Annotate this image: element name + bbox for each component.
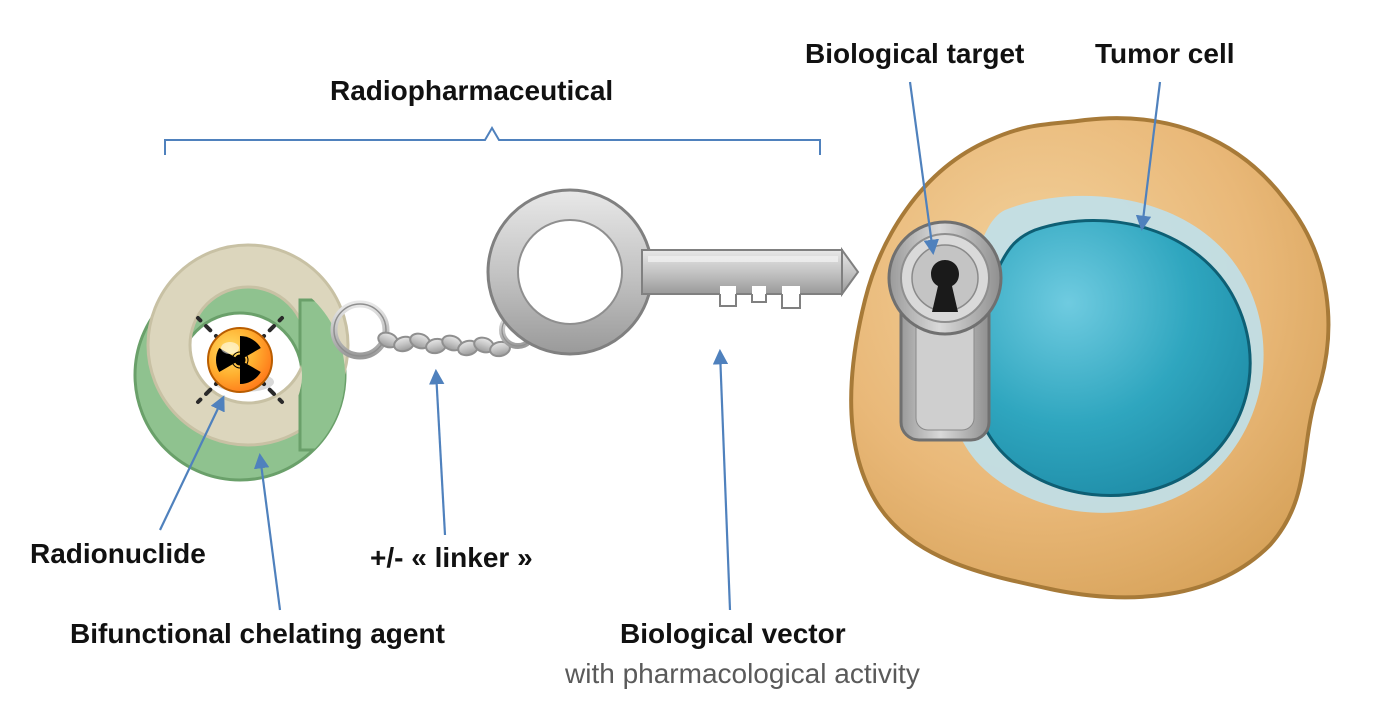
chain-icon [376,314,534,358]
callout-arrows [160,82,1160,610]
label-bifunctional-chelating-agent: Bifunctional chelating agent [70,618,445,650]
radionuclide-icon [208,328,272,392]
keyring-icon [334,304,386,356]
label-radionuclide: Radionuclide [30,538,206,570]
label-radiopharmaceutical: Radiopharmaceutical [330,75,613,107]
radiopharm-bracket [165,128,820,155]
label-biological-vector-sub: with pharmacological activity [565,658,920,690]
diagram-stage: Radiopharmaceutical Biological target Tu… [0,0,1388,722]
label-tumor-cell: Tumor cell [1095,38,1235,70]
diagram-svg [0,0,1388,722]
label-biological-vector: Biological vector [620,618,846,650]
key-icon [488,190,858,354]
tumor-cell [851,118,1328,597]
label-biological-target: Biological target [805,38,1024,70]
lock-icon [889,222,1001,440]
label-linker: +/- « linker » [370,542,533,574]
chelator [135,245,370,480]
